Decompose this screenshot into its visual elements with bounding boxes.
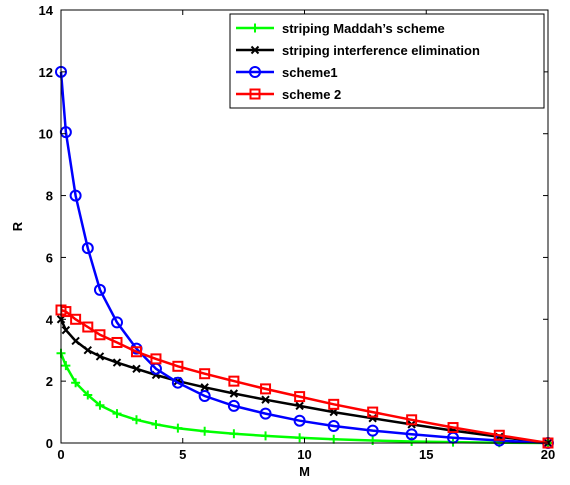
y-tick-label: 8 xyxy=(46,189,53,204)
data-point-x xyxy=(295,401,304,411)
data-point-x xyxy=(261,395,270,404)
data-point-plus xyxy=(83,390,93,400)
legend-item: striping Maddah’s scheme xyxy=(236,21,445,36)
data-point-square xyxy=(172,360,184,372)
data-point-plus xyxy=(131,415,141,425)
data-point-x xyxy=(83,346,92,355)
y-tick-label: 14 xyxy=(39,3,54,18)
legend-item: scheme1 xyxy=(236,65,338,80)
data-point-circle xyxy=(171,376,184,389)
y-tick-label: 12 xyxy=(39,65,53,80)
data-point-square xyxy=(493,429,505,441)
data-point-square xyxy=(82,321,94,333)
data-point-plus xyxy=(329,434,339,444)
data-point-plus xyxy=(173,423,183,433)
x-axis-label: M xyxy=(299,464,310,479)
legend-label: scheme 2 xyxy=(282,87,341,102)
ticks-layer: 0 5 10 15 20 0 2 4 6 8 10 12 14 xyxy=(39,3,556,462)
data-point-plus xyxy=(95,400,105,410)
data-point-square xyxy=(111,336,123,348)
data-point-plus xyxy=(61,361,71,371)
x-tick-label: 0 xyxy=(57,447,64,462)
data-point-square xyxy=(328,398,340,410)
data-point-square xyxy=(94,329,106,341)
data-point-x xyxy=(132,364,141,373)
data-point-x xyxy=(112,358,122,367)
legend: striping Maddah’s scheme striping interfe… xyxy=(229,13,545,109)
data-point-x xyxy=(250,45,260,55)
data-point-circle xyxy=(93,283,106,296)
series-layer xyxy=(55,65,554,449)
legend-label: scheme1 xyxy=(282,65,338,80)
data-point-x xyxy=(61,325,71,335)
legend-label: striping Maddah’s scheme xyxy=(282,21,445,36)
y-tick-label: 6 xyxy=(46,250,53,265)
data-point-square xyxy=(199,368,211,380)
x-tick-label: 5 xyxy=(179,447,186,462)
data-point-plus xyxy=(368,436,378,446)
data-point-plus xyxy=(261,431,271,441)
data-point-square xyxy=(447,422,459,434)
data-point-plus xyxy=(200,426,210,436)
data-point-square xyxy=(249,88,261,100)
data-point-circle xyxy=(81,242,94,255)
data-point-square xyxy=(367,406,379,418)
data-point-circle xyxy=(198,389,211,402)
data-point-circle xyxy=(227,399,240,412)
data-point-circle xyxy=(293,414,306,427)
data-point-circle xyxy=(69,189,82,202)
data-point-square xyxy=(228,375,240,387)
data-point-circle xyxy=(259,407,272,420)
data-point-x xyxy=(229,389,239,398)
y-tick-label: 2 xyxy=(46,374,53,389)
y-tick-label: 10 xyxy=(39,127,53,142)
data-point-plus xyxy=(295,433,305,443)
data-point-plus xyxy=(250,23,260,33)
data-point-plus xyxy=(112,409,122,419)
data-point-circle xyxy=(327,419,340,432)
data-point-circle xyxy=(111,316,124,329)
y-tick-label: 4 xyxy=(46,312,54,327)
data-point-circle xyxy=(249,66,261,78)
data-point-x xyxy=(71,336,80,346)
data-point-plus xyxy=(71,378,81,388)
y-tick-label: 0 xyxy=(46,436,53,451)
data-point-square xyxy=(294,391,306,403)
data-point-circle xyxy=(366,424,379,437)
y-axis-label: R xyxy=(10,221,25,231)
data-point-x xyxy=(95,352,105,361)
legend-box xyxy=(229,13,545,109)
data-point-square xyxy=(150,353,162,365)
x-tick-label: 15 xyxy=(419,447,433,462)
data-point-x xyxy=(200,383,209,392)
series-line xyxy=(60,308,549,445)
series-line xyxy=(59,71,549,445)
data-point-square xyxy=(130,346,142,358)
x-tick-label: 10 xyxy=(297,447,311,462)
legend-label: striping interference elimination xyxy=(282,43,480,58)
x-tick-label: 20 xyxy=(541,447,555,462)
data-point-square xyxy=(260,383,272,395)
legend-item: striping interference elimination xyxy=(236,43,480,58)
data-point-plus xyxy=(151,419,161,429)
data-point-circle xyxy=(405,428,418,441)
data-point-square xyxy=(70,313,82,325)
data-point-square xyxy=(406,414,418,426)
legend-item: scheme 2 xyxy=(236,87,341,102)
data-point-plus xyxy=(229,429,239,439)
